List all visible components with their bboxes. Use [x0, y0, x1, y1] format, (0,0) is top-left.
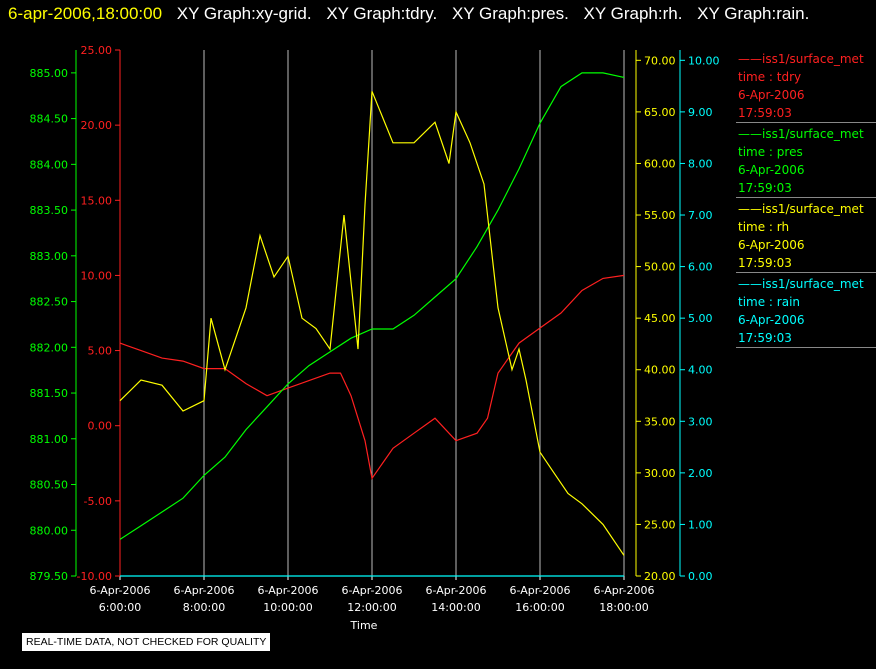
legend-time: 17:59:03 — [738, 331, 792, 345]
x-tick-label: 6-Apr-2006 — [341, 584, 402, 597]
pres-tick-label: 883.50 — [30, 204, 69, 217]
rh-tick-label: 40.00 — [644, 364, 676, 377]
x-tick-label: 8:00:00 — [183, 601, 225, 614]
pres-tick-label: 881.00 — [30, 433, 69, 446]
legend-time: 17:59:03 — [738, 181, 792, 195]
rain-tick-label: 4.00 — [688, 364, 713, 377]
legend-rh[interactable]: ——iss1/surface_met time : rh 6-Apr-2006 … — [736, 200, 876, 273]
tdry-tick-label: 15.00 — [81, 194, 113, 207]
rh-tick-label: 65.00 — [644, 106, 676, 119]
x-axis-label: Time — [350, 619, 378, 632]
rh-tick-label: 70.00 — [644, 54, 676, 67]
x-tick-label: 6-Apr-2006 — [257, 584, 318, 597]
pres-tick-label: 880.00 — [30, 524, 69, 537]
pres-tick-label: 884.00 — [30, 158, 69, 171]
rain-tick-label: 6.00 — [688, 261, 713, 274]
x-tick-label: 6-Apr-2006 — [173, 584, 234, 597]
tdry-tick-label: 10.00 — [81, 269, 113, 282]
rh-tick-label: 55.00 — [644, 209, 676, 222]
x-tick-label: 14:00:00 — [431, 601, 480, 614]
rh-tick-label: 35.00 — [644, 415, 676, 428]
x-tick-label: 6-Apr-2006 — [593, 584, 654, 597]
rain-tick-label: 3.00 — [688, 415, 713, 428]
tdry-tick-label: 5.00 — [88, 345, 113, 358]
quality-notice: REAL-TIME DATA, NOT CHECKED FOR QUALITY — [21, 632, 272, 652]
tdry-tick-label: 0.00 — [88, 420, 113, 433]
tdry-tick-label: 20.00 — [81, 119, 113, 132]
rain-tick-label: 0.00 — [688, 570, 713, 583]
header-graph-rain: XY Graph:rain. — [697, 4, 810, 23]
pres-tick-label: 883.00 — [30, 250, 69, 263]
tdry-tick-label: 25.00 — [81, 44, 113, 57]
legend-variable: time : pres — [738, 145, 803, 159]
rain-tick-label: 5.00 — [688, 312, 713, 325]
rh-tick-label: 50.00 — [644, 261, 676, 274]
legend-time: 17:59:03 — [738, 256, 792, 270]
legend-date: 6-Apr-2006 — [738, 88, 805, 102]
legend: ——iss1/surface_met time : tdry 6-Apr-200… — [736, 50, 876, 350]
legend-time: 17:59:03 — [738, 106, 792, 120]
tdry-series-line — [119, 274, 625, 480]
rh-tick-label: 30.00 — [644, 467, 676, 480]
x-tick-label: 16:00:00 — [515, 601, 564, 614]
legend-date: 6-Apr-2006 — [738, 238, 805, 252]
rain-tick-label: 1.00 — [688, 518, 713, 531]
legend-variable: time : tdry — [738, 70, 802, 84]
legend-source: ——iss1/surface_met — [738, 52, 864, 66]
pres-tick-label: 882.50 — [30, 296, 69, 309]
x-tick-label: 10:00:00 — [263, 601, 312, 614]
x-tick-label: 12:00:00 — [347, 601, 396, 614]
rain-tick-label: 9.00 — [688, 106, 713, 119]
rain-tick-label: 2.00 — [688, 467, 713, 480]
header-graph-pres: XY Graph:pres. — [451, 4, 569, 23]
pres-tick-label: 884.50 — [30, 113, 69, 126]
legend-source: ——iss1/surface_met — [738, 202, 864, 216]
legend-source: ——iss1/surface_met — [738, 127, 864, 141]
tdry-tick-label: -10.00 — [77, 570, 112, 583]
x-tick-label: 18:00:00 — [599, 601, 648, 614]
x-tick-label: 6-Apr-2006 — [425, 584, 486, 597]
rain-tick-label: 10.00 — [688, 54, 720, 67]
rh-tick-label: 25.00 — [644, 518, 676, 531]
pres-tick-label: 880.50 — [30, 479, 69, 492]
rh-series-line — [119, 91, 625, 556]
header-graph-rh: XY Graph:rh. — [583, 4, 683, 23]
rh-tick-label: 45.00 — [644, 312, 676, 325]
legend-date: 6-Apr-2006 — [738, 313, 805, 327]
header-graph-tdry: XY Graph:tdry. — [326, 4, 438, 23]
rh-tick-label: 60.00 — [644, 157, 676, 170]
rain-tick-label: 8.00 — [688, 157, 713, 170]
pres-tick-label: 879.50 — [30, 570, 69, 583]
legend-rain[interactable]: ——iss1/surface_met time : rain 6-Apr-200… — [736, 275, 876, 348]
pres-tick-label: 881.50 — [30, 387, 69, 400]
legend-variable: time : rh — [738, 220, 790, 234]
rh-tick-label: 20.00 — [644, 570, 676, 583]
pres-tick-label: 882.00 — [30, 341, 69, 354]
pres-tick-label: 885.00 — [30, 67, 69, 80]
x-tick-label: 6:00:00 — [99, 601, 141, 614]
legend-variable: time : rain — [738, 295, 801, 309]
pres-series-line — [119, 72, 625, 540]
x-tick-label: 6-Apr-2006 — [89, 584, 150, 597]
legend-tdry[interactable]: ——iss1/surface_met time : tdry 6-Apr-200… — [736, 50, 876, 123]
legend-date: 6-Apr-2006 — [738, 163, 805, 177]
legend-pres[interactable]: ——iss1/surface_met time : pres 6-Apr-200… — [736, 125, 876, 198]
x-tick-label: 6-Apr-2006 — [509, 584, 570, 597]
header-timestamp: 6-apr-2006,18:00:00 — [8, 4, 163, 23]
tdry-tick-label: -5.00 — [84, 495, 112, 508]
legend-source: ——iss1/surface_met — [738, 277, 864, 291]
rain-tick-label: 7.00 — [688, 209, 713, 222]
graph-header: 6-apr-2006,18:00:00 XY Graph:xy-grid. XY… — [8, 4, 819, 26]
header-graph-xy-grid: XY Graph:xy-grid. — [176, 4, 312, 23]
